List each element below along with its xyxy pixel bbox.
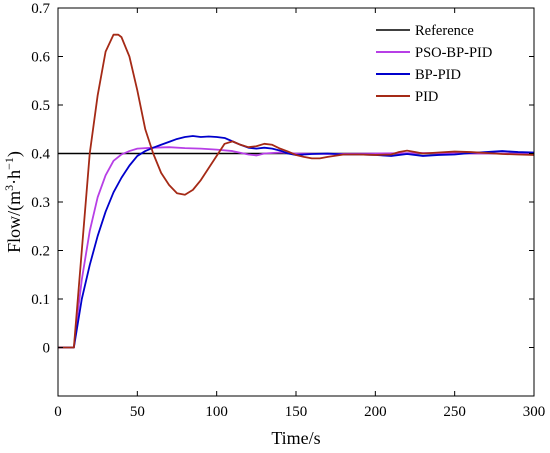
legend: Reference PSO-BP-PID BP-PID PID — [376, 23, 492, 105]
x-tick-label: 200 — [364, 404, 387, 420]
series-line-pid — [58, 33, 535, 349]
legend-label: BP-PID — [415, 67, 461, 83]
y-axis-label: Flow/(m3·h−1) — [2, 151, 25, 253]
y-tick-label: 0.7 — [31, 1, 50, 17]
y-axis-label-sup2: −1 — [2, 157, 16, 170]
y-axis-label-prefix: Flow/(m — [4, 191, 25, 253]
x-tick-label: 50 — [130, 404, 145, 420]
x-tick-label: 0 — [54, 404, 62, 420]
x-tick-label: 100 — [205, 404, 228, 420]
y-tick-label: 0 — [43, 341, 51, 357]
y-tick-label: 0.1 — [31, 292, 50, 308]
x-axis-label: Time/s — [271, 428, 320, 448]
legend-label: PID — [415, 89, 438, 105]
y-tick-label: 0.5 — [31, 98, 50, 114]
y-tick-label: 0.2 — [31, 244, 50, 260]
y-tick-label: 0.4 — [31, 147, 50, 163]
tick-layer: 0 50 100 150 200 250 300 0 0.1 0.2 0.3 0.4 0.5 0.6 0.7 — [31, 1, 545, 420]
y-tick-label: 0.3 — [31, 195, 50, 211]
plot-area — [58, 8, 534, 396]
y-axis-label-suffix: ) — [4, 151, 25, 157]
x-tick-label: 150 — [285, 404, 308, 420]
series-layer — [58, 33, 535, 349]
y-axis-label-sup1: 3 — [2, 185, 16, 191]
legend-label: Reference — [415, 23, 474, 39]
x-tick-label: 300 — [523, 404, 546, 420]
x-tick-label: 250 — [443, 404, 466, 420]
y-tick-label: 0.6 — [31, 50, 50, 66]
y-axis-label-middle: ·h — [4, 170, 24, 185]
legend-label: PSO-BP-PID — [415, 45, 492, 61]
